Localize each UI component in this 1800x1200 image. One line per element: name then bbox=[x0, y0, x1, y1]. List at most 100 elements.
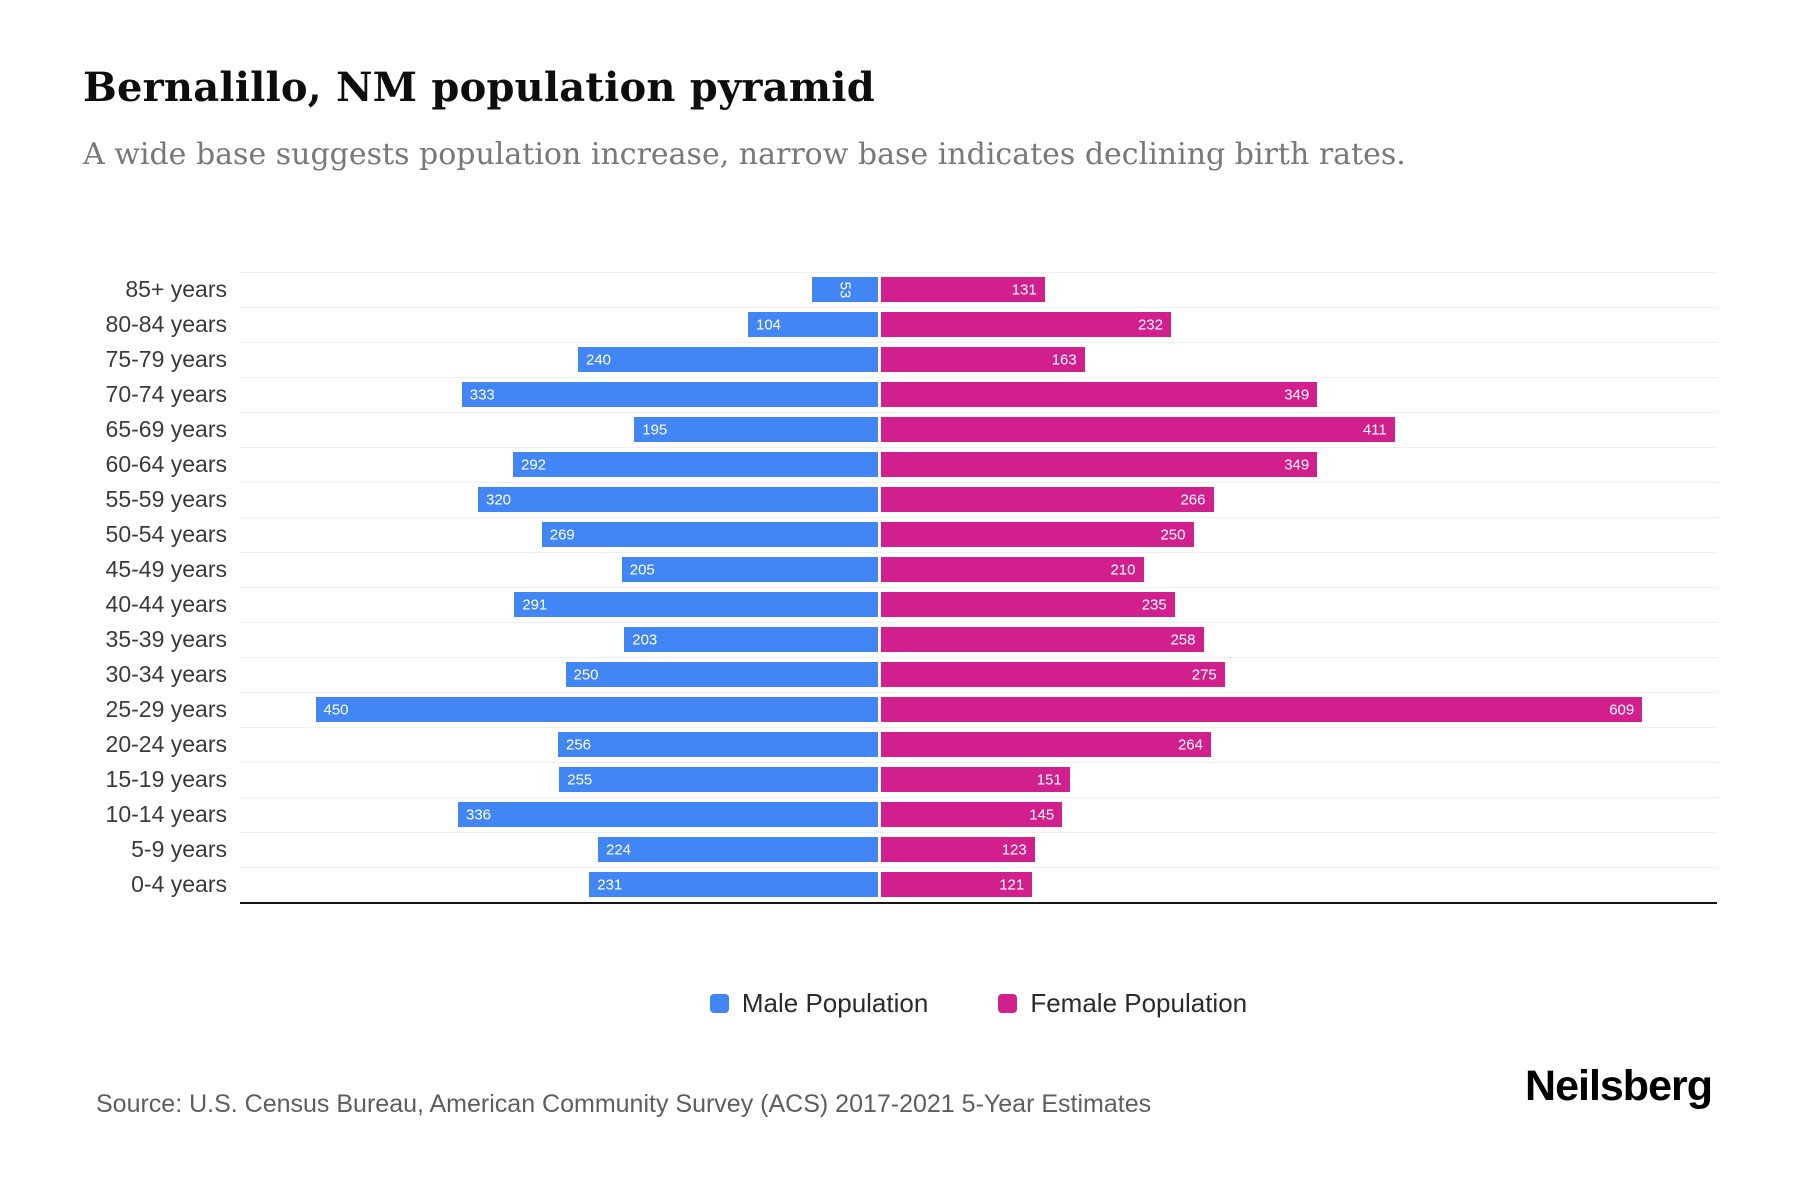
male-legend-swatch-icon bbox=[709, 994, 729, 1013]
female-bar[interactable]: 235 bbox=[881, 592, 1175, 617]
female-legend-swatch-icon bbox=[998, 994, 1018, 1013]
pyramid-row: 30-34 years 250 275 bbox=[0, 657, 1800, 692]
chart-legend: Male Population Female Population bbox=[240, 988, 1717, 1019]
pyramid-row: 35-39 years 203 258 bbox=[0, 622, 1800, 657]
female-bar[interactable]: 250 bbox=[881, 522, 1194, 547]
female-bar-value: 121 bbox=[999, 876, 1025, 893]
male-bar[interactable]: 255 bbox=[559, 767, 878, 792]
female-bar-value: 266 bbox=[1180, 491, 1206, 508]
female-bar-value: 151 bbox=[1036, 771, 1062, 788]
male-bar[interactable]: 231 bbox=[589, 872, 878, 897]
female-bar[interactable]: 123 bbox=[881, 837, 1035, 862]
pyramid-row: 10-14 years 336 145 bbox=[0, 797, 1800, 832]
grid-line bbox=[240, 797, 1717, 798]
male-bar[interactable]: 224 bbox=[598, 837, 878, 862]
grid-line bbox=[240, 657, 1717, 658]
male-bar[interactable]: 53 bbox=[811, 277, 878, 302]
age-group-label: 60-64 years bbox=[105, 451, 227, 477]
female-bar-value: 123 bbox=[1001, 841, 1027, 858]
female-bar[interactable]: 210 bbox=[881, 557, 1144, 582]
pyramid-row: 5-9 years 224 123 bbox=[0, 832, 1800, 867]
grid-line bbox=[240, 272, 1717, 273]
female-bar-value: 609 bbox=[1609, 701, 1635, 718]
female-bar[interactable]: 349 bbox=[881, 452, 1318, 477]
female-bar-value: 163 bbox=[1051, 351, 1077, 368]
male-bar-value: 292 bbox=[521, 456, 547, 473]
female-bar[interactable]: 131 bbox=[881, 277, 1045, 302]
female-bar[interactable]: 349 bbox=[881, 382, 1318, 407]
male-bar[interactable]: 333 bbox=[461, 382, 878, 407]
female-bar-value: 349 bbox=[1284, 456, 1310, 473]
pyramid-row: 70-74 years 333 349 bbox=[0, 377, 1800, 412]
female-bar[interactable]: 145 bbox=[881, 802, 1063, 827]
male-bar[interactable]: 269 bbox=[541, 522, 878, 547]
male-bar[interactable]: 203 bbox=[624, 627, 878, 652]
male-bar-value: 240 bbox=[586, 351, 612, 368]
age-group-label: 30-34 years bbox=[105, 661, 227, 687]
age-group-label: 20-24 years bbox=[105, 731, 227, 757]
female-bar[interactable]: 275 bbox=[881, 662, 1225, 687]
male-bar-value: 336 bbox=[466, 806, 492, 823]
male-bar[interactable]: 291 bbox=[514, 592, 878, 617]
female-bar-value: 210 bbox=[1110, 561, 1136, 578]
age-group-label: 35-39 years bbox=[105, 626, 227, 652]
female-bar[interactable]: 151 bbox=[881, 767, 1070, 792]
male-bar-value: 269 bbox=[549, 526, 575, 543]
x-axis-line bbox=[240, 902, 1717, 904]
page-title: Bernalillo, NM population pyramid bbox=[83, 64, 875, 111]
male-bar-value: 255 bbox=[567, 771, 593, 788]
female-bar-value: 349 bbox=[1284, 386, 1310, 403]
male-bar-value: 104 bbox=[756, 316, 782, 333]
male-bar[interactable]: 205 bbox=[621, 557, 878, 582]
grid-line bbox=[240, 482, 1717, 483]
male-bar[interactable]: 256 bbox=[558, 732, 878, 757]
female-bar-value: 235 bbox=[1141, 596, 1167, 613]
male-bar[interactable]: 104 bbox=[748, 312, 878, 337]
grid-line bbox=[240, 727, 1717, 728]
female-bar[interactable]: 609 bbox=[881, 697, 1643, 722]
grid-line bbox=[240, 377, 1717, 378]
male-bar[interactable]: 195 bbox=[634, 417, 878, 442]
male-bar-value: 195 bbox=[642, 421, 668, 438]
female-bar[interactable]: 264 bbox=[881, 732, 1211, 757]
pyramid-row: 40-44 years 291 235 bbox=[0, 587, 1800, 622]
age-group-label: 25-29 years bbox=[105, 696, 227, 722]
legend-label-female: Female Population bbox=[1030, 988, 1248, 1018]
male-bar[interactable]: 320 bbox=[478, 487, 878, 512]
male-bar-value: 450 bbox=[323, 701, 349, 718]
male-bar-value: 333 bbox=[469, 386, 495, 403]
female-bar[interactable]: 258 bbox=[881, 627, 1204, 652]
male-bar[interactable]: 336 bbox=[458, 802, 878, 827]
pyramid-row: 15-19 years 255 151 bbox=[0, 762, 1800, 797]
grid-line bbox=[240, 832, 1717, 833]
grid-line bbox=[240, 692, 1717, 693]
grid-line bbox=[240, 412, 1717, 413]
female-bar-value: 411 bbox=[1362, 421, 1387, 438]
age-group-label: 85+ years bbox=[125, 276, 227, 302]
male-bar[interactable]: 450 bbox=[315, 697, 878, 722]
grid-line bbox=[240, 587, 1717, 588]
female-bar[interactable]: 232 bbox=[881, 312, 1171, 337]
female-bar[interactable]: 163 bbox=[881, 347, 1085, 372]
female-bar[interactable]: 121 bbox=[881, 872, 1033, 897]
age-group-label: 40-44 years bbox=[105, 591, 227, 617]
pyramid-row: 65-69 years 195 411 bbox=[0, 412, 1800, 447]
female-bar[interactable]: 266 bbox=[881, 487, 1214, 512]
male-bar[interactable]: 292 bbox=[513, 452, 878, 477]
male-bar[interactable]: 250 bbox=[565, 662, 878, 687]
female-bar-value: 145 bbox=[1029, 806, 1055, 823]
grid-line bbox=[240, 342, 1717, 343]
legend-label-male: Male Population bbox=[741, 988, 929, 1018]
male-bar-value: 256 bbox=[566, 736, 592, 753]
grid-line bbox=[240, 447, 1717, 448]
legend-item-female[interactable]: Female Population bbox=[998, 988, 1247, 1019]
female-bar[interactable]: 411 bbox=[881, 417, 1395, 442]
pyramid-row: 80-84 years 104 232 bbox=[0, 307, 1800, 342]
pyramid-row: 25-29 years 450 609 bbox=[0, 692, 1800, 727]
grid-line bbox=[240, 762, 1717, 763]
age-group-label: 50-54 years bbox=[105, 521, 227, 547]
female-bar-value: 250 bbox=[1160, 526, 1186, 543]
male-bar[interactable]: 240 bbox=[578, 347, 878, 372]
legend-item-male[interactable]: Male Population bbox=[709, 988, 929, 1019]
pyramid-row: 20-24 years 256 264 bbox=[0, 727, 1800, 762]
